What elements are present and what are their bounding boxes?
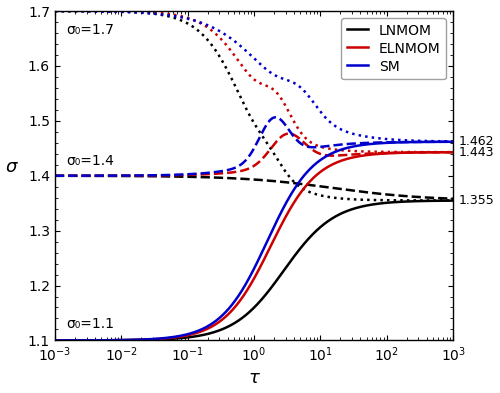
Text: 1.355: 1.355 xyxy=(458,194,494,207)
Y-axis label: σ: σ xyxy=(6,158,17,176)
LNMOM xyxy=(121,338,127,343)
LNMOM xyxy=(222,326,228,331)
ELNMOM xyxy=(121,338,127,342)
LNMOM xyxy=(204,332,210,336)
LNMOM xyxy=(400,199,406,204)
Text: σ₀=1.1: σ₀=1.1 xyxy=(66,317,114,331)
Line: LNMOM: LNMOM xyxy=(55,200,453,340)
ELNMOM xyxy=(52,338,58,343)
LNMOM xyxy=(98,338,103,343)
ELNMOM xyxy=(204,326,210,331)
SM xyxy=(121,338,127,342)
LNMOM xyxy=(442,198,448,203)
ELNMOM xyxy=(98,338,103,343)
ELNMOM xyxy=(222,315,228,320)
Text: 1.443: 1.443 xyxy=(458,146,494,159)
SM xyxy=(450,140,456,144)
SM xyxy=(222,310,228,315)
SM xyxy=(204,324,210,329)
Line: ELNMOM: ELNMOM xyxy=(55,152,453,340)
Text: σ₀=1.7: σ₀=1.7 xyxy=(66,23,114,37)
Text: σ₀=1.4: σ₀=1.4 xyxy=(66,154,114,167)
ELNMOM xyxy=(400,151,406,155)
SM xyxy=(98,338,103,343)
Text: 1.462: 1.462 xyxy=(458,135,494,148)
SM xyxy=(442,140,448,144)
SM xyxy=(400,140,406,145)
LNMOM xyxy=(52,338,58,343)
LNMOM xyxy=(450,198,456,203)
ELNMOM xyxy=(450,150,456,154)
Line: SM: SM xyxy=(55,142,453,340)
Legend: LNMOM, ELNMOM, SM: LNMOM, ELNMOM, SM xyxy=(342,18,446,79)
SM xyxy=(52,338,58,343)
X-axis label: τ: τ xyxy=(248,369,260,387)
ELNMOM xyxy=(442,150,448,154)
